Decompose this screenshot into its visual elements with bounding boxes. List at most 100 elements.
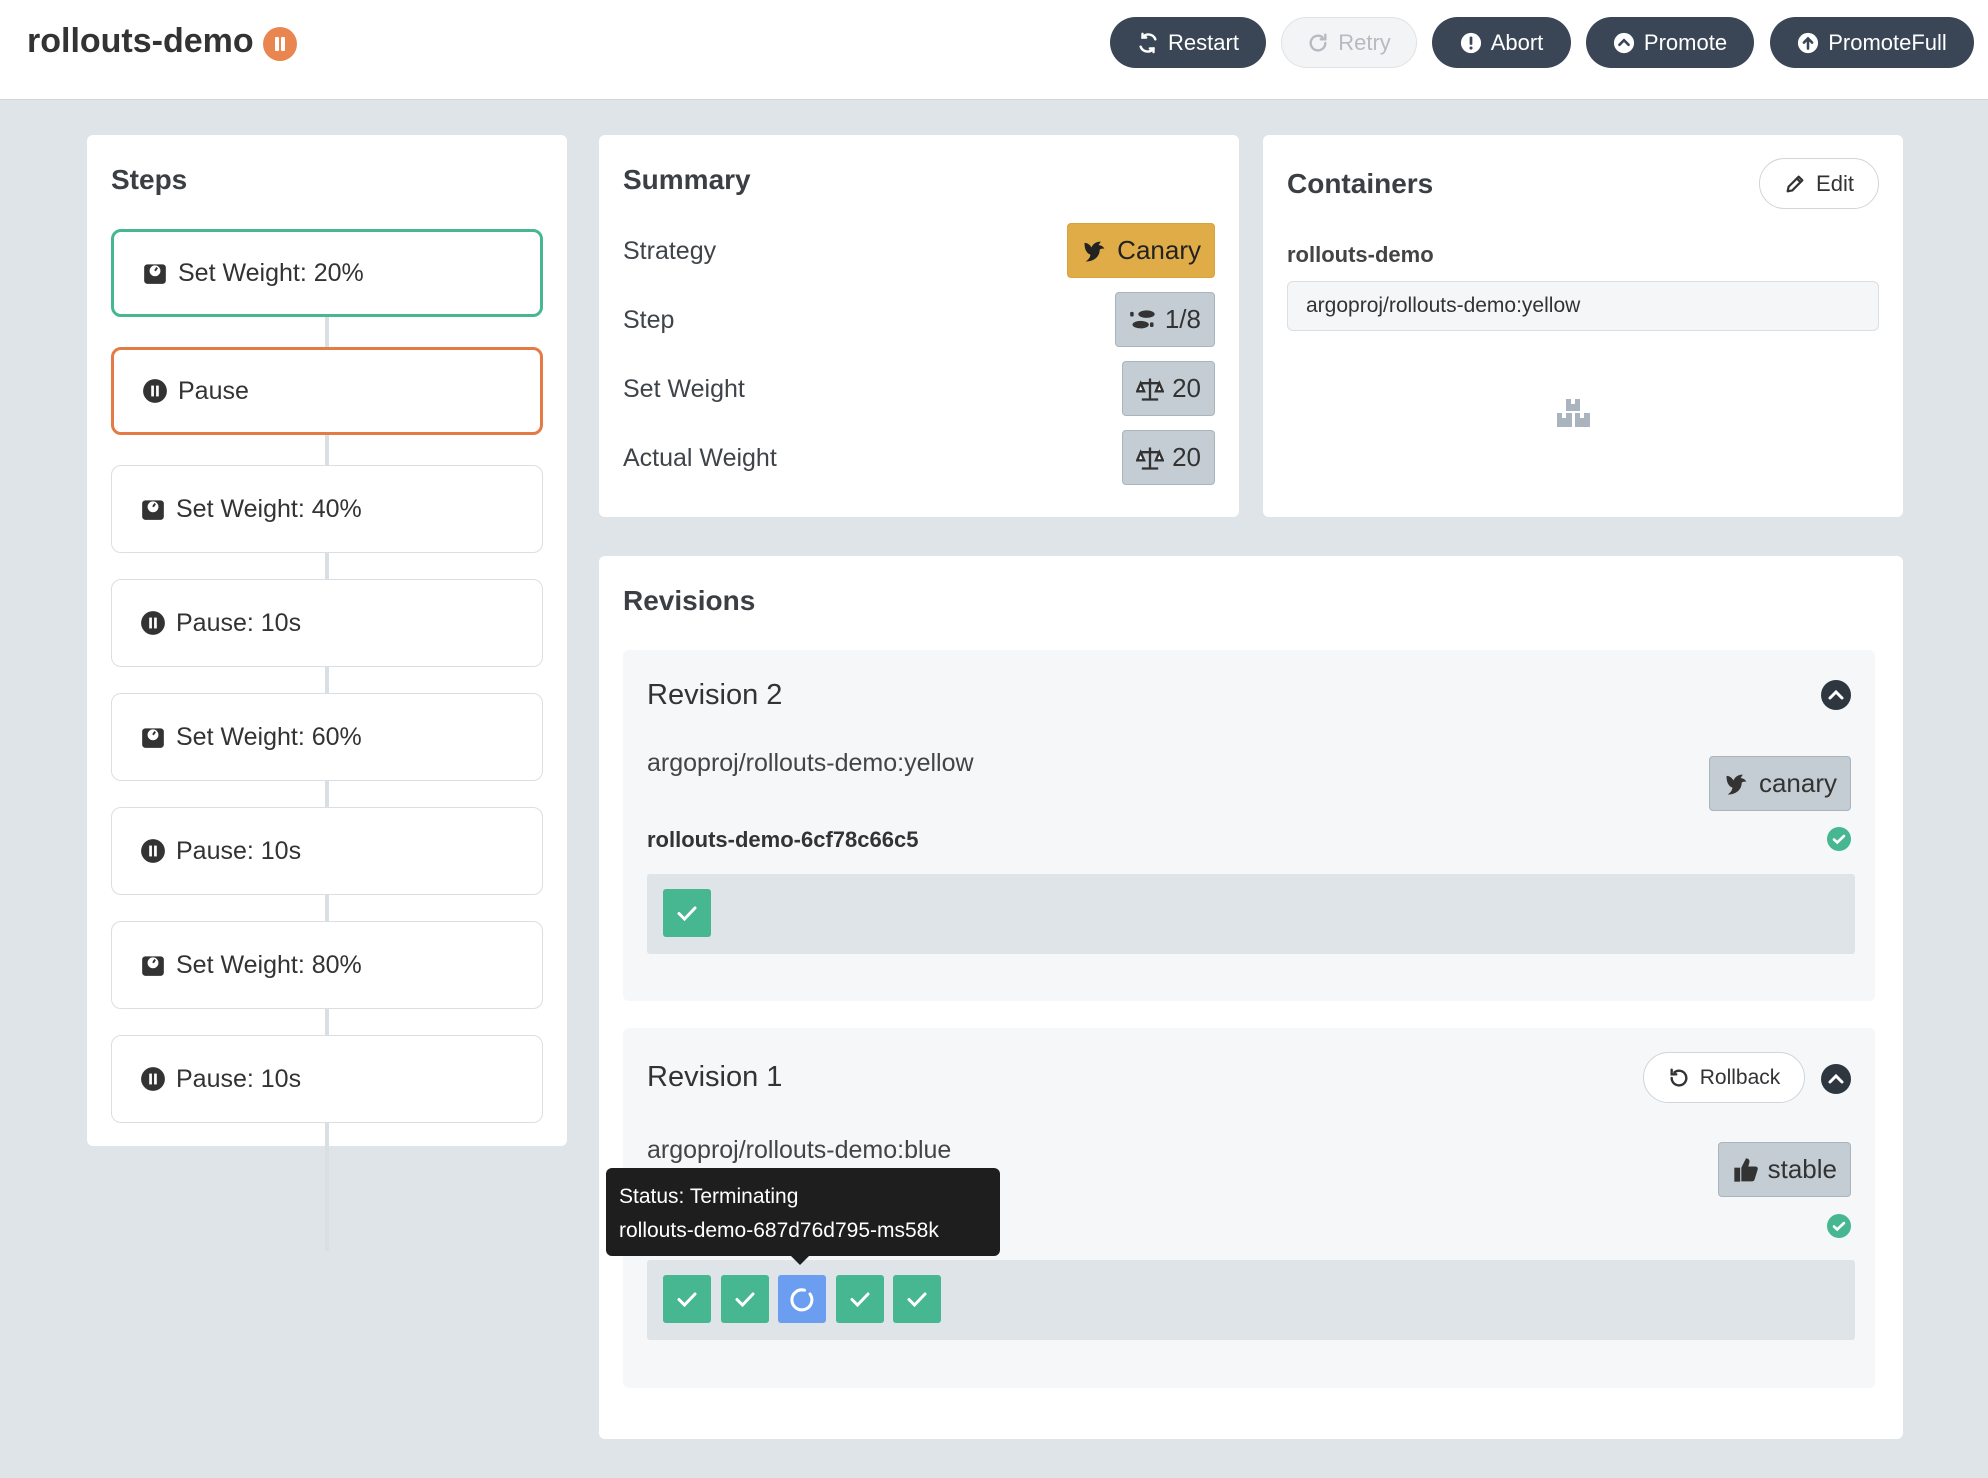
undo-icon — [1670, 1068, 1688, 1087]
step-label: Pause: 10s — [176, 608, 302, 637]
step-pause-10s[interactable]: Pause: 10s — [111, 807, 543, 895]
abort-label: Abort — [1490, 29, 1544, 55]
strategy-badge: Canary — [1067, 223, 1215, 278]
stable-badge: stable — [1717, 1142, 1851, 1197]
step-label: Set Weight: 60% — [176, 722, 362, 751]
promote-full-label: PromoteFull — [1828, 29, 1947, 55]
pods-strip — [647, 1260, 1855, 1340]
strategy-label: Strategy — [623, 237, 717, 265]
pencil-icon — [1786, 175, 1804, 192]
tooltip-pod-name: rollouts-demo-687d76d795-ms58k — [619, 1219, 939, 1242]
edit-label: Edit — [1816, 170, 1854, 196]
revision-2-card: Revision 2 argoproj/rollouts-demo:yellow… — [623, 650, 1875, 1001]
exclamation-circle-icon — [1460, 32, 1481, 53]
promote-full-button[interactable]: PromoteFull — [1770, 17, 1974, 68]
chevron-up-icon — [1828, 1073, 1844, 1084]
retry-label: Retry — [1338, 29, 1391, 55]
step-pause-10s[interactable]: Pause: 10s — [111, 1035, 543, 1123]
shoe-prints-icon — [1130, 309, 1155, 328]
revision-title: Revision 1 — [647, 1061, 783, 1093]
replicaset-name: rollouts-demo-6cf78c66c5 — [647, 827, 919, 852]
steps-connector — [325, 317, 329, 1251]
pod-ok[interactable] — [721, 1275, 769, 1323]
pod-ok[interactable] — [836, 1275, 884, 1323]
retry-button[interactable]: Retry — [1281, 17, 1417, 68]
revision-image: argoproj/rollouts-demo:yellow — [647, 749, 974, 777]
pod-ok[interactable] — [893, 1275, 941, 1323]
weight-icon — [142, 728, 164, 748]
summary-panel: Summary Strategy Canary Step 1/8 Set Wei… — [599, 135, 1239, 517]
abort-button[interactable]: Abort — [1432, 17, 1571, 68]
pause-icon — [141, 1067, 165, 1091]
boxes-icon — [1557, 399, 1590, 427]
revisions-panel: Revisions Revision 2 argoproj/rollouts-d… — [599, 556, 1903, 1439]
steps-panel: Steps Set Weight: 20% Pause Set Weight: … — [87, 135, 567, 1251]
promote-button[interactable]: Promote — [1586, 17, 1754, 68]
container-name: rollouts-demo — [1287, 242, 1434, 267]
revision-image: argoproj/rollouts-demo:blue — [647, 1136, 952, 1164]
revision-1-card: Revision 1 Rollback argoproj/rollouts-de… — [623, 1028, 1875, 1388]
badge-label: canary — [1758, 768, 1837, 798]
revision-title: Revision 2 — [647, 679, 783, 711]
pod-ok[interactable] — [663, 889, 711, 937]
collapse-button[interactable] — [1821, 680, 1851, 710]
rollback-button[interactable]: Rollback — [1643, 1052, 1805, 1103]
step-label: Set Weight: 20% — [178, 258, 364, 287]
step-pause[interactable]: Pause — [111, 347, 543, 435]
restart-button[interactable]: Restart — [1110, 17, 1266, 68]
check-icon — [677, 906, 697, 922]
revisions-title: Revisions — [623, 585, 756, 616]
arrow-up-circle-icon — [1798, 32, 1819, 53]
container-image-input[interactable]: argoproj/rollouts-demo:yellow — [1287, 281, 1879, 331]
step-label: Set Weight: 40% — [176, 494, 362, 523]
pod-status-tooltip: Status: Terminating rollouts-demo-687d76… — [606, 1168, 1000, 1265]
step-set-weight-40[interactable]: Set Weight: 40% — [111, 465, 543, 553]
step-pause-10s[interactable]: Pause: 10s — [111, 579, 543, 667]
step-value: 1/8 — [1164, 304, 1201, 334]
pod-ok[interactable] — [663, 1275, 711, 1323]
canary-badge: canary — [1708, 756, 1851, 811]
chevron-up-icon — [1828, 689, 1844, 700]
containers-title: Containers — [1287, 168, 1434, 199]
step-set-weight-60[interactable]: Set Weight: 60% — [111, 693, 543, 781]
weight-icon — [144, 264, 166, 284]
step-label: Step — [623, 306, 675, 334]
healthy-check-icon — [1827, 1214, 1851, 1238]
step-set-weight-80[interactable]: Set Weight: 80% — [111, 921, 543, 1009]
redo-icon — [1309, 33, 1327, 52]
step-label: Set Weight: 80% — [176, 950, 362, 979]
summary-title: Summary — [623, 164, 751, 195]
pods-strip — [647, 874, 1855, 954]
actual-weight-label: Actual Weight — [623, 444, 777, 472]
step-set-weight-20[interactable]: Set Weight: 20% — [111, 229, 543, 317]
collapse-button[interactable] — [1821, 1064, 1851, 1094]
actual-weight-badge: 20 — [1122, 430, 1215, 485]
spinner-icon — [790, 1288, 814, 1312]
refresh-icon — [1139, 32, 1157, 53]
chevron-up-circle-icon — [1613, 32, 1635, 53]
pod-terminating[interactable] — [778, 1275, 826, 1323]
step-label: Pause: 10s — [176, 836, 302, 865]
step-label: Pause — [178, 376, 249, 405]
strategy-value: Canary — [1117, 235, 1201, 265]
rollout-title: rollouts-demo — [27, 22, 254, 60]
promote-label: Promote — [1643, 29, 1728, 55]
healthy-check-icon — [1827, 827, 1851, 851]
weight-icon — [142, 956, 164, 976]
check-icon — [735, 1292, 755, 1308]
pause-icon — [143, 379, 167, 403]
restart-label: Restart — [1168, 29, 1239, 55]
set-weight-value: 20 — [1172, 373, 1201, 403]
containers-panel: Containers Edit rollouts-demo argoproj/r… — [1263, 135, 1903, 517]
edit-button[interactable]: Edit — [1759, 158, 1879, 209]
bird-icon — [1084, 241, 1105, 261]
bird-icon — [1726, 774, 1747, 794]
set-weight-badge: 20 — [1122, 361, 1215, 416]
step-label: Pause: 10s — [176, 1064, 302, 1093]
weight-icon — [142, 500, 164, 520]
badge-label: stable — [1767, 1154, 1837, 1184]
pause-icon — [141, 839, 165, 863]
rollback-label: Rollback — [1699, 1065, 1781, 1089]
tooltip-status: Status: Terminating — [619, 1185, 799, 1208]
set-weight-label: Set Weight — [623, 375, 745, 403]
